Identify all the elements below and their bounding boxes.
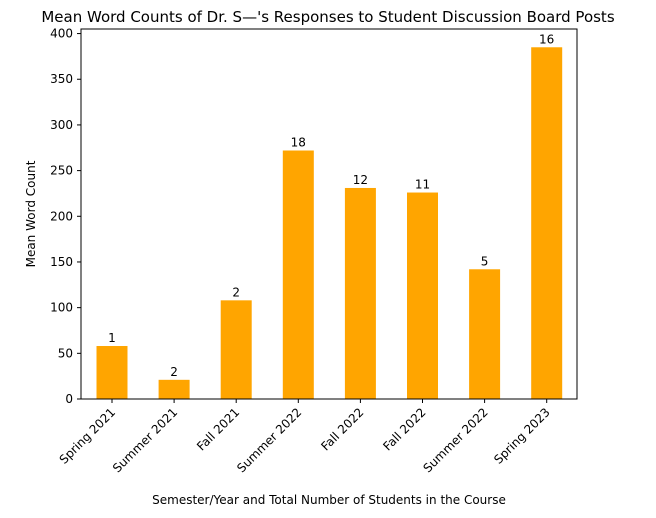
x-axis-label: Semester/Year and Total Number of Studen… [152, 493, 506, 507]
x-tick-label: Summer 2022 [234, 405, 304, 475]
x-tick-label: Fall 2022 [380, 405, 428, 453]
bar [344, 187, 376, 399]
y-tick-label: 250 [50, 164, 73, 178]
bars-group [96, 47, 563, 399]
y-tick-label: 150 [50, 255, 73, 269]
y-tick-label: 400 [50, 27, 73, 41]
bar-data-label: 2 [232, 285, 240, 299]
x-tick-label: Spring 2021 [57, 405, 119, 467]
bar [220, 300, 252, 399]
chart-title: Mean Word Counts of Dr. S—'s Responses t… [41, 8, 614, 26]
bar-data-label: 16 [539, 32, 554, 46]
plot-frame [80, 28, 578, 400]
y-axis-label: Mean Word Count [24, 160, 38, 267]
y-tick-label: 50 [58, 346, 73, 360]
bar [531, 47, 563, 399]
y-axis: 0 50 100 150 200 250 300 350 400 [50, 27, 81, 406]
bar [469, 269, 501, 399]
bar [158, 379, 190, 399]
x-tick-label: Fall 2021 [194, 405, 242, 453]
x-tick-label: Summer 2021 [110, 405, 180, 475]
bar-data-label: 11 [415, 178, 430, 192]
y-tick-label: 300 [50, 118, 73, 132]
bar-data-label: 1 [108, 331, 116, 345]
y-tick-label: 200 [50, 209, 73, 223]
bar-data-label: 5 [481, 254, 489, 268]
bar-data-label: 18 [291, 136, 306, 150]
y-tick-label: 0 [65, 392, 73, 406]
y-tick-label: 100 [50, 301, 73, 315]
x-tick-label: Summer 2022 [421, 405, 491, 475]
bar-data-label: 12 [353, 173, 368, 187]
x-tick-label: Fall 2022 [318, 405, 366, 453]
y-tick-label: 350 [50, 72, 73, 86]
bar [407, 192, 438, 399]
bar-data-label: 2 [170, 365, 178, 379]
bar [96, 346, 128, 399]
bar [282, 150, 314, 399]
x-tick-label: Spring 2023 [491, 405, 553, 467]
